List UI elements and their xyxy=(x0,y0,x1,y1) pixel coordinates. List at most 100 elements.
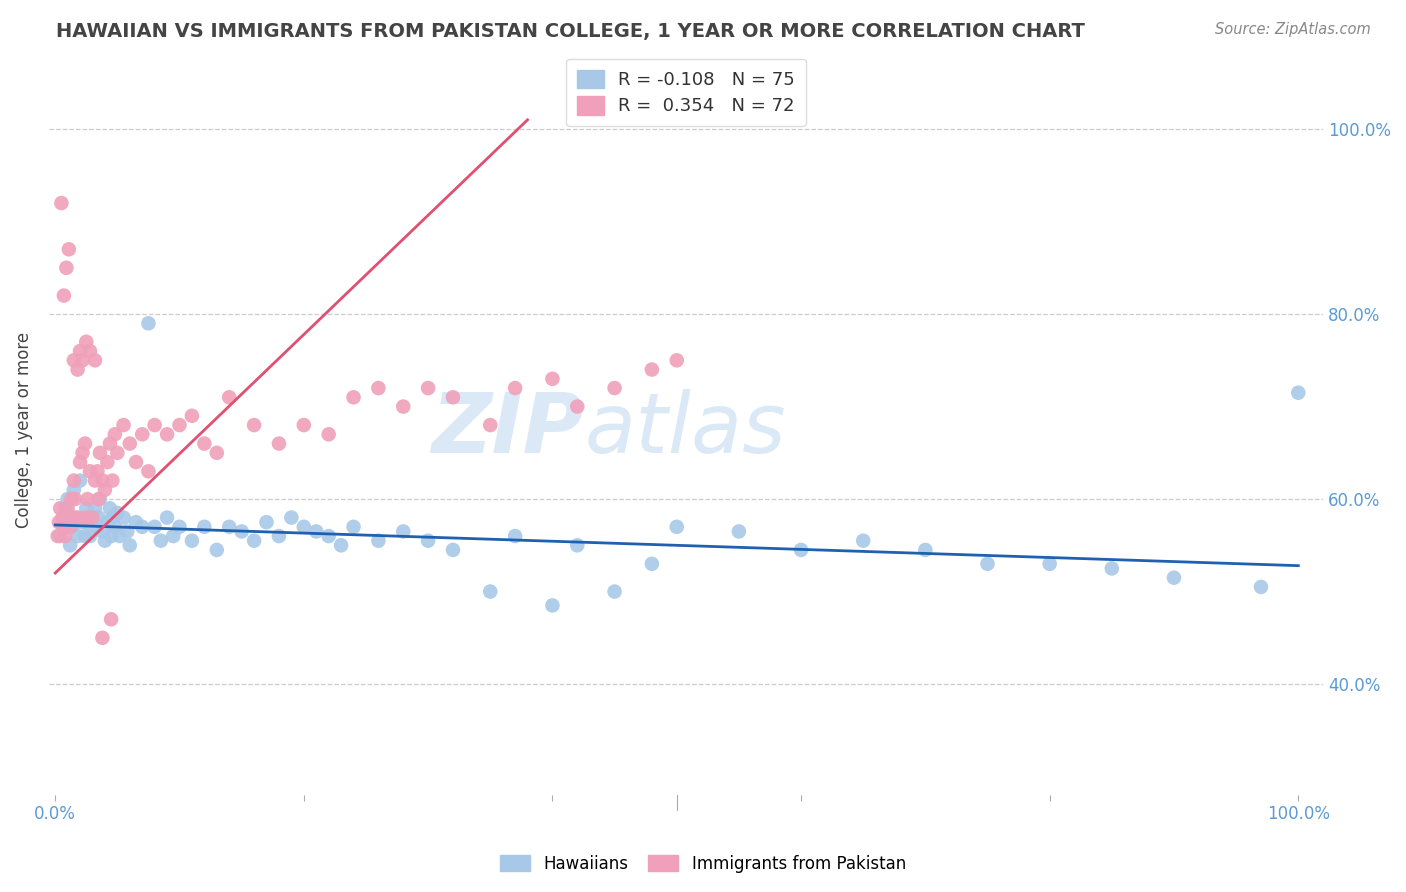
Point xyxy=(218,390,240,404)
Point xyxy=(73,529,96,543)
Point xyxy=(66,362,89,376)
Point xyxy=(193,520,215,534)
Point xyxy=(205,446,228,460)
Point xyxy=(541,372,564,386)
Point xyxy=(63,483,86,497)
Point xyxy=(91,631,114,645)
Point xyxy=(112,418,135,433)
Point xyxy=(69,344,91,359)
Point xyxy=(267,436,290,450)
Point xyxy=(852,533,875,548)
Point xyxy=(567,538,589,552)
Point xyxy=(479,584,502,599)
Point xyxy=(79,529,101,543)
Point xyxy=(118,538,141,552)
Point xyxy=(96,515,118,529)
Legend: Hawaiians, Immigrants from Pakistan: Hawaiians, Immigrants from Pakistan xyxy=(494,848,912,880)
Point xyxy=(231,524,253,539)
Point xyxy=(72,446,94,460)
Point xyxy=(416,533,439,548)
Point xyxy=(52,510,75,524)
Point xyxy=(87,510,110,524)
Point xyxy=(52,510,75,524)
Y-axis label: College, 1 year or more: College, 1 year or more xyxy=(15,332,32,528)
Point xyxy=(162,529,184,543)
Point xyxy=(117,524,139,539)
Point xyxy=(728,524,751,539)
Point xyxy=(69,455,91,469)
Point xyxy=(138,464,160,478)
Point xyxy=(790,543,813,558)
Point xyxy=(441,390,464,404)
Point xyxy=(46,529,69,543)
Point xyxy=(58,242,80,256)
Legend: R = -0.108   N = 75, R =  0.354   N = 72: R = -0.108 N = 75, R = 0.354 N = 72 xyxy=(567,59,806,127)
Point xyxy=(603,381,626,395)
Point xyxy=(101,510,124,524)
Point xyxy=(131,520,153,534)
Point xyxy=(131,427,153,442)
Point xyxy=(342,520,364,534)
Text: Source: ZipAtlas.com: Source: ZipAtlas.com xyxy=(1215,22,1371,37)
Point xyxy=(79,344,101,359)
Point xyxy=(292,418,315,433)
Point xyxy=(416,381,439,395)
Point xyxy=(98,501,121,516)
Point xyxy=(330,538,353,552)
Point xyxy=(84,353,107,368)
Point xyxy=(1250,580,1272,594)
Point xyxy=(641,557,664,571)
Point xyxy=(76,491,98,506)
Point xyxy=(53,501,76,516)
Point xyxy=(392,524,415,539)
Point xyxy=(101,474,124,488)
Point xyxy=(441,543,464,558)
Point xyxy=(91,524,114,539)
Point xyxy=(84,474,107,488)
Point xyxy=(75,334,97,349)
Point xyxy=(603,584,626,599)
Point xyxy=(367,533,389,548)
Point xyxy=(86,464,108,478)
Point xyxy=(280,510,302,524)
Point xyxy=(318,427,340,442)
Point xyxy=(63,353,86,368)
Point xyxy=(138,316,160,330)
Point xyxy=(73,436,96,450)
Point xyxy=(292,520,315,534)
Point xyxy=(105,506,128,520)
Point xyxy=(243,418,266,433)
Point xyxy=(149,533,172,548)
Point xyxy=(52,288,75,302)
Point xyxy=(94,483,117,497)
Point xyxy=(1286,385,1309,400)
Point xyxy=(367,381,389,395)
Point xyxy=(76,515,98,529)
Point xyxy=(48,515,70,529)
Point xyxy=(914,543,936,558)
Point xyxy=(105,446,128,460)
Point xyxy=(267,529,290,543)
Point xyxy=(49,529,72,543)
Point xyxy=(52,520,75,534)
Point xyxy=(1039,557,1062,571)
Point xyxy=(56,491,79,506)
Point xyxy=(87,491,110,506)
Point xyxy=(567,400,589,414)
Point xyxy=(55,260,77,275)
Point xyxy=(104,520,127,534)
Point xyxy=(98,436,121,450)
Point xyxy=(181,533,204,548)
Point xyxy=(60,491,83,506)
Point xyxy=(665,520,688,534)
Point xyxy=(69,474,91,488)
Point xyxy=(503,529,526,543)
Point xyxy=(75,510,97,524)
Point xyxy=(86,520,108,534)
Point xyxy=(256,515,278,529)
Point xyxy=(84,501,107,516)
Point xyxy=(100,612,122,626)
Point xyxy=(75,501,97,516)
Point xyxy=(63,474,86,488)
Point xyxy=(59,538,82,552)
